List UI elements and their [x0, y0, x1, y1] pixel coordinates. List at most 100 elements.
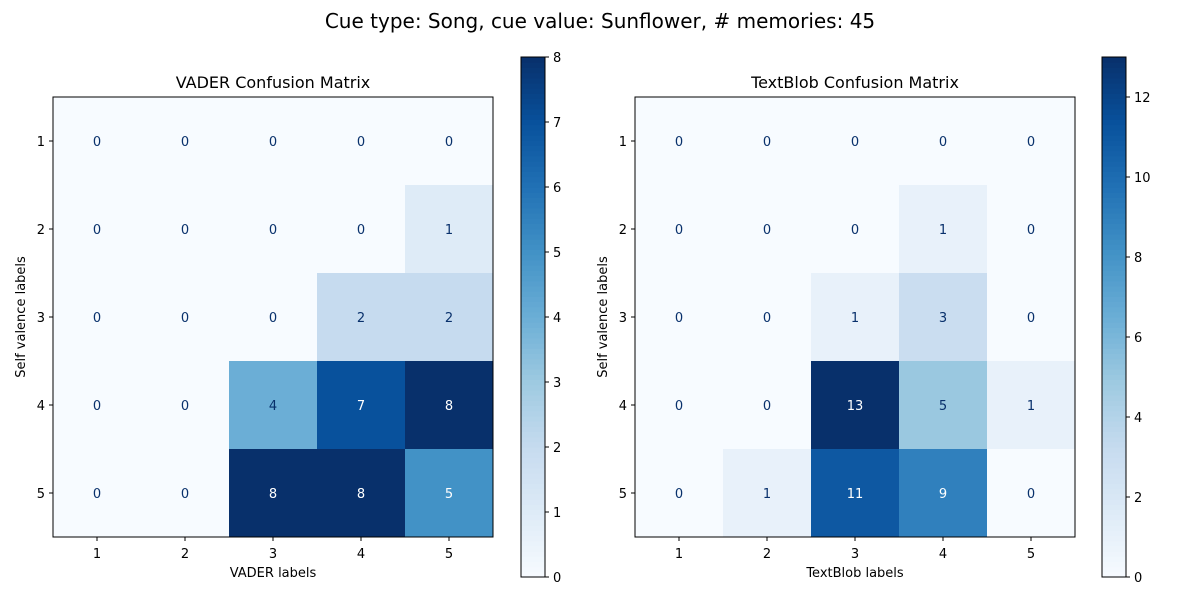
- textblob-colorbar-segment: [1102, 228, 1126, 235]
- vader-colorbar-segment: [521, 545, 545, 552]
- textblob-colorbar-segment: [1102, 358, 1126, 365]
- textblob-colorbar-segment: [1102, 98, 1126, 105]
- vader-colorbar-segment: [521, 540, 545, 547]
- textblob-cell-label-r3-c3: 1: [851, 311, 859, 326]
- textblob-colorbar-segment: [1102, 218, 1126, 224]
- textblob-colorbar-tick-label: 8: [1134, 251, 1142, 266]
- vader-colorbar-segment: [521, 462, 545, 469]
- textblob-colorbar-segment: [1102, 561, 1126, 568]
- textblob-cell-label-r2-c5: 0: [1027, 223, 1035, 238]
- vader-colorbar-segment: [521, 343, 545, 349]
- vader-colorbar-tick-label: 1: [553, 506, 561, 521]
- textblob-cell-r3-c5: [987, 273, 1076, 362]
- textblob-cell-label-r4-c5: 1: [1027, 399, 1035, 414]
- textblob-colorbar-segment: [1102, 233, 1126, 240]
- textblob-cell-r1-c3: [811, 97, 900, 186]
- textblob-colorbar-segment: [1102, 483, 1126, 490]
- textblob-cell-label-r5-c5: 0: [1027, 487, 1035, 502]
- textblob-colorbar: 0 2 4 6 8 10 12: [1101, 56, 1151, 586]
- textblob-cell-label-r5-c4: 9: [939, 487, 947, 502]
- vader-panel: VADER Confusion Matrix 0 0 0 0 00 0 0 0 10 0 0 2 20 0…: [14, 51, 561, 586]
- textblob-cell-label-r4-c3: 13: [847, 399, 864, 414]
- textblob-colorbar-segment: [1102, 249, 1126, 256]
- textblob-x-tick-label: 5: [1027, 547, 1035, 562]
- textblob-x-tick-label: 3: [851, 547, 859, 562]
- vader-colorbar-segment: [521, 93, 545, 100]
- vader-x-tick-label: 3: [269, 547, 277, 562]
- textblob-colorbar-segment: [1102, 447, 1126, 453]
- textblob-colorbar-segment: [1102, 280, 1126, 287]
- textblob-colorbar-segment: [1102, 270, 1126, 276]
- textblob-colorbar-segment: [1102, 395, 1126, 401]
- vader-colorbar-segment: [521, 374, 545, 380]
- textblob-cell-label-r1-c1: 0: [675, 135, 683, 150]
- vader-colorbar-segment: [521, 400, 545, 406]
- vader-colorbar-tick-label: 0: [553, 571, 561, 586]
- vader-colorbar-segment: [521, 140, 545, 146]
- vader-cell-r2-c3: [229, 185, 318, 274]
- vader-colorbar-tick-label: 7: [553, 116, 561, 131]
- vader-heatmap-cells: 0 0 0 0 0 0 0 0 0 1 0 0 0 2 2 0 0 4 7 8 0 0 8 8 5: [53, 97, 494, 538]
- textblob-cell-r1-c5: [987, 97, 1076, 186]
- vader-cell-r4-c4: [317, 361, 406, 450]
- vader-y-ticks: 1 2 3 4 5: [37, 135, 53, 502]
- textblob-colorbar-tick-label: 4: [1134, 411, 1142, 426]
- vader-colorbar-segment: [521, 415, 545, 422]
- vader-cell-label-r2-c3: 0: [269, 223, 277, 238]
- textblob-colorbar-segment: [1102, 171, 1126, 178]
- textblob-cell-label-r2-c3: 0: [851, 223, 859, 238]
- vader-colorbar-segment: [521, 119, 545, 126]
- textblob-cell-r1-c4: [899, 97, 988, 186]
- vader-cell-label-r2-c2: 0: [181, 223, 189, 238]
- vader-colorbar-segment: [521, 530, 545, 536]
- vader-colorbar-segment: [521, 77, 545, 84]
- textblob-x-tick-label: 1: [675, 547, 683, 562]
- textblob-colorbar-segment: [1102, 83, 1126, 89]
- vader-colorbar-segment: [521, 431, 545, 438]
- textblob-cell-label-r3-c2: 0: [763, 311, 771, 326]
- vader-colorbar-segment: [521, 254, 545, 261]
- textblob-colorbar-segment: [1102, 275, 1126, 282]
- textblob-cell-r2-c2: [723, 185, 812, 274]
- textblob-cell-r5-c2: [723, 449, 812, 538]
- textblob-cell-r2-c5: [987, 185, 1076, 274]
- textblob-colorbar-segment: [1102, 525, 1126, 531]
- textblob-y-tick-label: 2: [619, 223, 627, 238]
- vader-colorbar-segment: [521, 259, 545, 266]
- vader-cell-r3-c2: [141, 273, 230, 362]
- textblob-cell-r3-c2: [723, 273, 812, 362]
- textblob-colorbar-segment: [1102, 374, 1126, 380]
- vader-colorbar-segment: [521, 493, 545, 500]
- vader-cell-label-r5-c3: 8: [269, 487, 277, 502]
- vader-x-axis-label: VADER labels: [230, 566, 317, 581]
- vader-colorbar-segment: [521, 239, 545, 245]
- vader-colorbar-segment: [521, 161, 545, 167]
- vader-cell-r2-c1: [53, 185, 142, 274]
- vader-colorbar-segment: [521, 280, 545, 287]
- vader-cell-r5-c5: [405, 449, 494, 538]
- textblob-colorbar-segment: [1102, 384, 1126, 391]
- figure-title: Cue type: Song, cue value: Sunflower, # …: [325, 9, 875, 33]
- textblob-panel: TextBlob Confusion Matrix 0 0 0 0 00 0 0 1 00 0 1 3…: [596, 56, 1151, 586]
- vader-cell-label-r4-c4: 7: [357, 399, 365, 414]
- vader-colorbar-segment: [521, 275, 545, 282]
- textblob-colorbar-segment: [1102, 265, 1126, 271]
- textblob-colorbar-segment: [1102, 285, 1126, 292]
- textblob-colorbar-segment: [1102, 556, 1126, 562]
- vader-colorbar-segment: [521, 135, 545, 141]
- textblob-y-ticks: 1 2 3 4 5: [619, 135, 635, 502]
- textblob-colorbar-segment: [1102, 207, 1126, 214]
- vader-colorbar-segment: [521, 389, 545, 396]
- vader-colorbar-segment: [521, 363, 545, 370]
- textblob-colorbar-segment: [1102, 504, 1126, 510]
- textblob-colorbar-segment: [1102, 161, 1126, 167]
- textblob-colorbar-segment: [1102, 400, 1126, 406]
- textblob-colorbar-segment: [1102, 389, 1126, 396]
- textblob-y-tick-label: 3: [619, 311, 627, 326]
- vader-cell-r3-c1: [53, 273, 142, 362]
- vader-colorbar-tick-label: 6: [553, 181, 561, 196]
- textblob-colorbar-segment: [1102, 187, 1126, 193]
- textblob-cell-r5-c4: [899, 449, 988, 538]
- textblob-colorbar-segment: [1102, 311, 1126, 318]
